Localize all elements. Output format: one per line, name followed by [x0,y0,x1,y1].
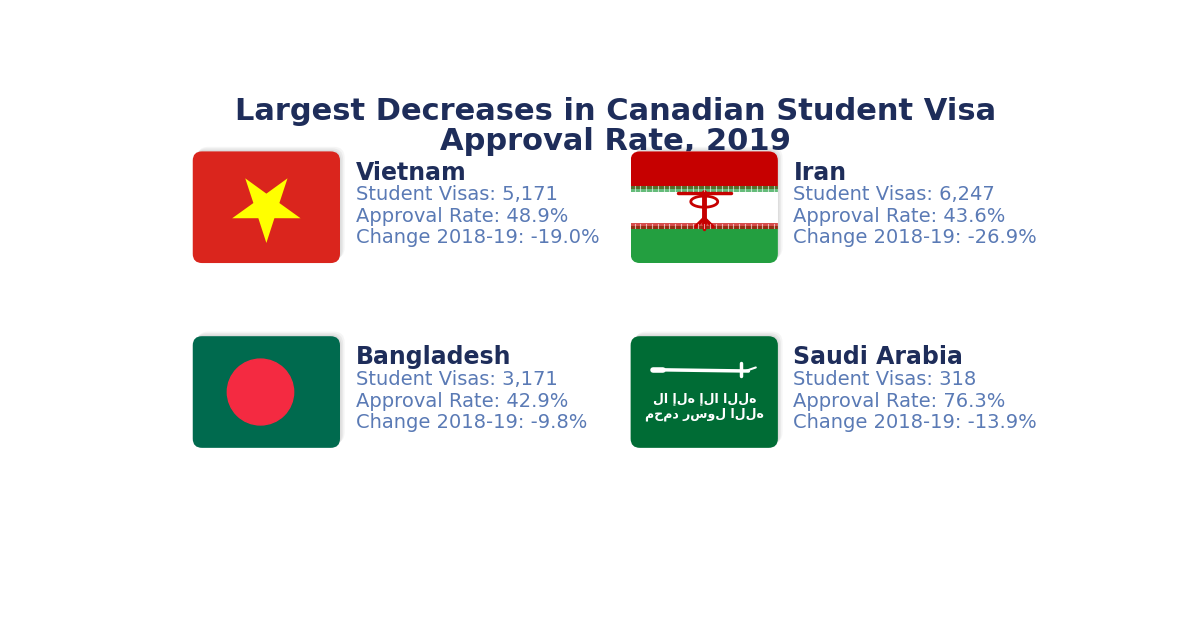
Circle shape [227,359,293,425]
Bar [631,226,778,263]
FancyBboxPatch shape [634,148,781,260]
FancyBboxPatch shape [632,335,779,446]
FancyBboxPatch shape [631,151,778,263]
Text: Approval Rate, 2019: Approval Rate, 2019 [440,126,790,156]
Bar [631,223,778,229]
Polygon shape [232,179,300,243]
Text: Change 2018-19: -13.9%: Change 2018-19: -13.9% [794,413,1038,432]
Text: Iran: Iran [794,161,847,185]
Text: ☪: ☪ [687,188,722,226]
FancyBboxPatch shape [635,332,783,443]
Text: Approval Rate: 48.9%: Approval Rate: 48.9% [355,207,568,226]
FancyBboxPatch shape [192,336,340,448]
Text: Approval Rate: 42.9%: Approval Rate: 42.9% [355,392,568,410]
Text: لا إله إلا الله
محمد رسول الله: لا إله إلا الله محمد رسول الله [645,392,764,421]
Bar [631,188,778,226]
Text: Largest Decreases in Canadian Student Visa: Largest Decreases in Canadian Student Vi… [234,97,996,126]
Text: Change 2018-19: -9.8%: Change 2018-19: -9.8% [355,413,587,432]
Text: Bangladesh: Bangladesh [355,345,510,370]
Text: Approval Rate: 43.6%: Approval Rate: 43.6% [794,207,1005,226]
FancyBboxPatch shape [634,333,781,445]
Text: Student Visas: 318: Student Visas: 318 [794,370,976,389]
Text: Saudi Arabia: Saudi Arabia [794,345,963,370]
FancyBboxPatch shape [195,150,341,262]
Text: Student Visas: 5,171: Student Visas: 5,171 [355,185,557,204]
Text: Change 2018-19: -26.9%: Change 2018-19: -26.9% [794,228,1038,247]
Text: Change 2018-19: -19.0%: Change 2018-19: -19.0% [355,228,599,247]
Bar [631,185,778,192]
FancyBboxPatch shape [196,333,343,445]
Text: Student Visas: 3,171: Student Visas: 3,171 [355,370,557,389]
FancyBboxPatch shape [197,332,345,443]
Text: Student Visas: 6,247: Student Visas: 6,247 [794,185,996,204]
FancyBboxPatch shape [195,335,341,446]
Text: Approval Rate: 76.3%: Approval Rate: 76.3% [794,392,1005,410]
FancyBboxPatch shape [635,147,783,259]
Text: Vietnam: Vietnam [355,161,466,185]
FancyBboxPatch shape [197,147,345,259]
FancyBboxPatch shape [196,148,343,260]
FancyBboxPatch shape [192,151,340,263]
Bar [631,151,778,188]
FancyBboxPatch shape [631,336,778,448]
FancyBboxPatch shape [632,150,779,262]
